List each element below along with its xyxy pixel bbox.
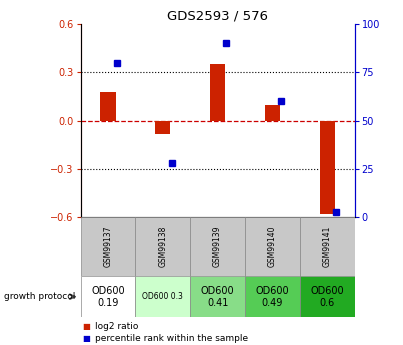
Bar — [245, 217, 300, 276]
Bar — [320, 121, 335, 214]
Bar — [245, 276, 300, 317]
Text: percentile rank within the sample: percentile rank within the sample — [95, 334, 248, 343]
Text: ■: ■ — [83, 322, 91, 331]
Text: OD600
0.49: OD600 0.49 — [256, 286, 289, 307]
Bar — [190, 217, 245, 276]
Text: log2 ratio: log2 ratio — [95, 322, 138, 331]
Text: growth protocol: growth protocol — [4, 292, 75, 301]
Bar — [100, 92, 116, 121]
Bar — [155, 121, 170, 134]
Text: GSM99137: GSM99137 — [104, 226, 112, 267]
Bar — [81, 217, 135, 276]
Text: GSM99141: GSM99141 — [323, 226, 332, 267]
Bar — [135, 217, 190, 276]
Title: GDS2593 / 576: GDS2593 / 576 — [167, 10, 268, 23]
Text: OD600
0.19: OD600 0.19 — [91, 286, 125, 307]
Text: GSM99139: GSM99139 — [213, 226, 222, 267]
Text: ■: ■ — [83, 334, 91, 343]
Text: OD600 0.3: OD600 0.3 — [142, 292, 183, 301]
Text: GSM99138: GSM99138 — [158, 226, 167, 267]
Bar — [300, 276, 355, 317]
Bar — [81, 276, 135, 317]
Bar — [135, 276, 190, 317]
Bar — [210, 65, 225, 121]
Bar — [265, 105, 280, 121]
Bar — [190, 276, 245, 317]
Text: OD600
0.41: OD600 0.41 — [201, 286, 235, 307]
Text: GSM99140: GSM99140 — [268, 226, 277, 267]
Text: OD600
0.6: OD600 0.6 — [310, 286, 344, 307]
Bar — [300, 217, 355, 276]
